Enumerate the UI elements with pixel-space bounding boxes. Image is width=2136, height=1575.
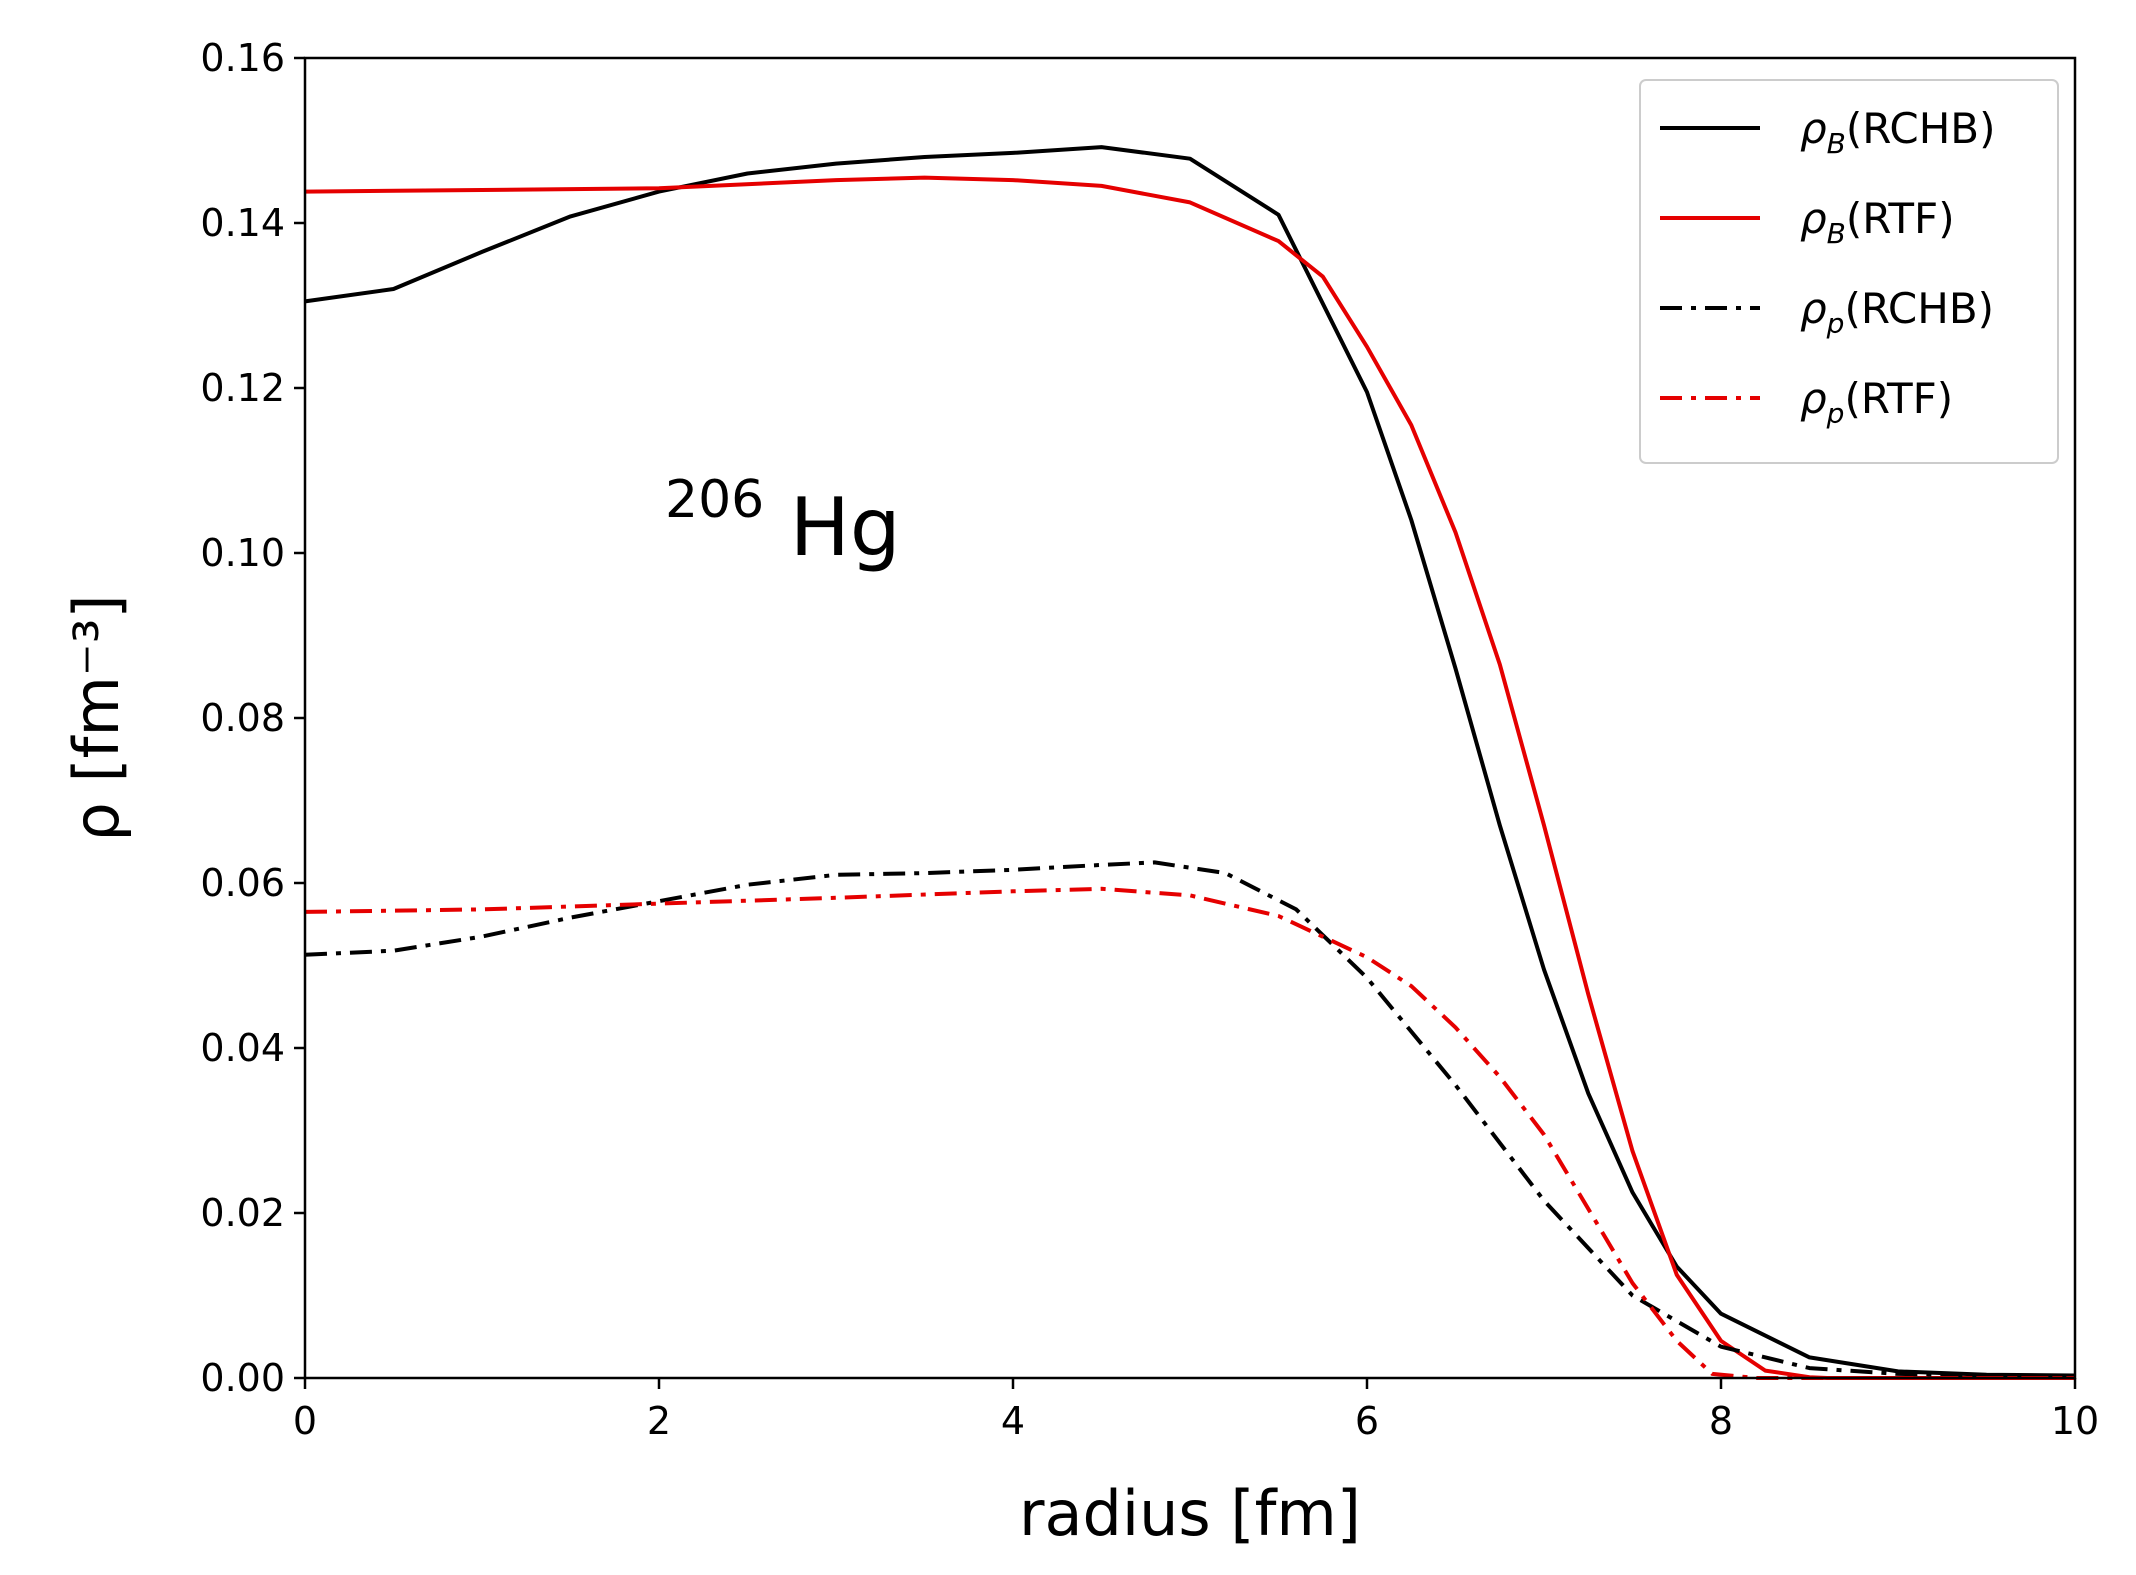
y-axis-title: ρ [fm⁻³]	[60, 594, 133, 841]
legend-label-text: (RCHB)	[1846, 104, 1996, 153]
series-line-1	[304, 145, 2076, 1378]
legend-subscript: p	[1826, 307, 1845, 340]
legend: ρB(RCHB)ρB(RTF)ρp(RCHB)ρp(RTF)	[1639, 79, 2059, 464]
x-tick-label: 8	[1709, 1399, 1733, 1443]
x-tick-label: 10	[2051, 1399, 2099, 1443]
legend-label-text: (RTF)	[1844, 374, 1953, 423]
series-line-4	[304, 886, 2075, 1380]
x-tick-label: 6	[1355, 1399, 1379, 1443]
legend-label-4: ρp(RTF)	[1800, 374, 1953, 430]
y-tick-label: 0.06	[200, 861, 285, 905]
legend-rho-symbol: ρ	[1800, 104, 1827, 153]
y-tick-label: 0.12	[200, 366, 285, 410]
y-tick-label: 0.02	[200, 1191, 285, 1235]
legend-label-1: ρB(RCHB)	[1800, 104, 1995, 160]
nucleus-mass-number: 206	[665, 470, 764, 530]
y-tick-label: 0.10	[200, 531, 285, 575]
x-axis-ticks: 0 2 4 6 8 10	[293, 1378, 2099, 1443]
legend-label-2: ρB(RTF)	[1800, 194, 1955, 250]
legend-subscript: B	[1827, 127, 1846, 160]
plot-series	[304, 145, 2076, 1380]
series-line-2	[304, 175, 2075, 1380]
x-tick-label: 2	[647, 1399, 671, 1443]
legend-rho-symbol: ρ	[1800, 194, 1827, 243]
legend-subscript: p	[1826, 397, 1845, 430]
y-axis-ticks: 0.00 0.02 0.04 0.06 0.08 0.10 0.12 0.14 0.16	[200, 36, 305, 1400]
legend-rho-symbol: ρ	[1800, 374, 1827, 423]
legend-label-text: (RTF)	[1846, 194, 1955, 243]
y-tick-label: 0.08	[200, 696, 285, 740]
x-axis-title: radius [fm]	[1019, 1477, 1361, 1550]
legend-rho-symbol: ρ	[1800, 284, 1827, 333]
nucleus-element: Hg	[790, 481, 901, 574]
x-tick-label: 0	[293, 1399, 317, 1443]
legend-label-text: (RCHB)	[1844, 284, 1994, 333]
y-tick-label: 0.04	[200, 1026, 285, 1070]
y-tick-label: 0.16	[200, 36, 285, 80]
legend-label-3: ρp(RCHB)	[1800, 284, 1994, 340]
legend-subscript: B	[1827, 217, 1846, 250]
nucleus-annotation: 206 Hg	[665, 443, 901, 574]
x-tick-label: 4	[1001, 1399, 1025, 1443]
legend-box	[1639, 79, 2059, 464]
series-line-3	[304, 860, 2076, 1379]
y-tick-label: 0.00	[200, 1356, 285, 1400]
y-tick-label: 0.14	[200, 201, 285, 245]
